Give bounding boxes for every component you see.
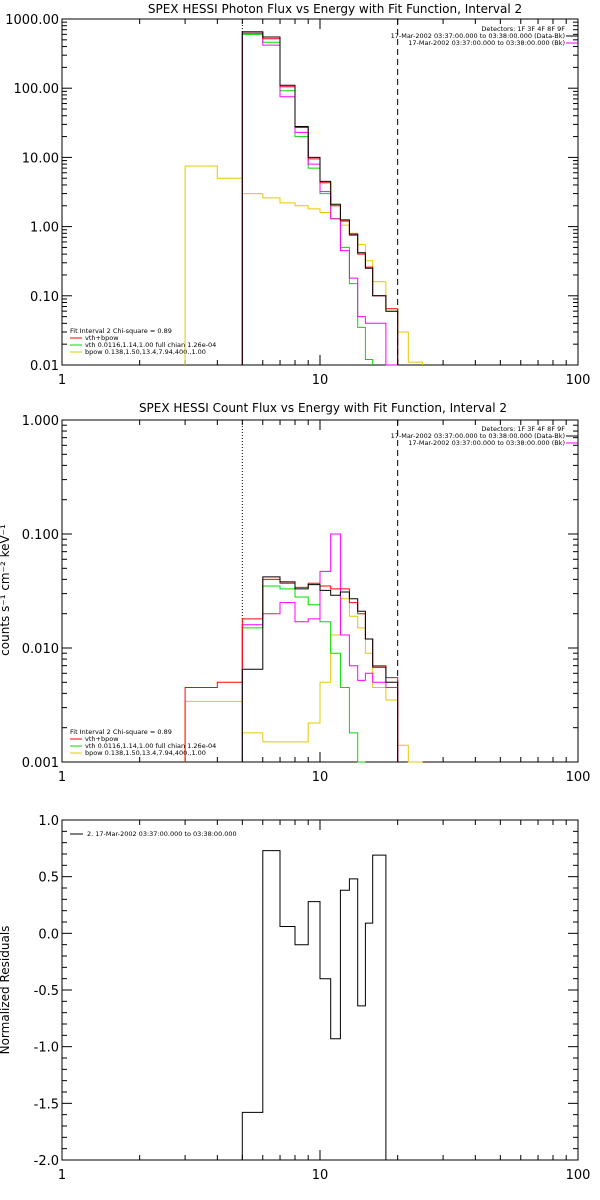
photon-legend-total: vth+bpow	[85, 334, 119, 342]
photon-y-tick-label: 0.10	[30, 290, 59, 305]
residuals-y-tick-label: 0.0	[38, 927, 59, 942]
photon-plot: 1 10 100 1000.00 100.00 10.00 1.00 0.10 0.01	[5, 13, 590, 388]
residuals-y-tick-label: -2.0	[34, 1154, 59, 1169]
photon-y-tick-label: 0.01	[30, 359, 59, 374]
count-y-tick-label: 0.001	[22, 756, 59, 771]
residuals-legend-label: 2. 17-Mar-2002 03:37:00.000 to 03:38:00.…	[87, 830, 237, 838]
residuals-x-tick-label: 10	[312, 1168, 329, 1183]
count-panel-title: SPEX HESSI Count Flux vs Energy with Fit…	[139, 401, 507, 415]
photon-y-tick-label: 10.00	[22, 151, 59, 166]
photon-legend-bk: 17-Mar-2002 03:37:00.000 to 03:38:00.000…	[408, 39, 565, 47]
residuals-y-tick-label: 0.5	[38, 871, 59, 886]
count-y-tick-label: 0.010	[22, 642, 59, 657]
photon-legend-detectors: Detectors: 1F 3F 4F 8F 9F	[481, 25, 565, 33]
count-y-tick-label: 0.100	[22, 528, 59, 543]
photon-y-tick-label: 1000.00	[5, 13, 59, 28]
count-x-tick-label: 1	[58, 770, 66, 785]
residuals-y-tick-label: -0.5	[34, 984, 59, 999]
residuals-y-tick-label: -1.0	[34, 1041, 59, 1056]
photon-x-tick-label: 100	[566, 373, 591, 388]
count-series-bk	[241, 533, 399, 762]
residuals-x-tick-label: 1	[58, 1168, 66, 1183]
photon-panel-title: SPEX HESSI Photon Flux vs Energy with Fi…	[148, 2, 522, 16]
photon-legend-bpow: bpow 0.138,1.50,13.4,7.94,400.,1.00	[85, 348, 206, 356]
residuals-x-tick-label: 100	[566, 1168, 591, 1183]
photon-legend-fitinfo: Fit Interval 2 Chi-square = 0.89	[70, 327, 172, 335]
photon-legend-databk: 17-Mar-2002 03:37:00.000 to 03:38:00.000…	[391, 32, 565, 40]
residuals-y-tick-label: -1.5	[34, 1097, 59, 1112]
count-x-tick-label: 10	[312, 770, 329, 785]
count-legend-detectors: Detectors: 1F 3F 4F 8F 9F	[481, 425, 565, 433]
photon-legend-vth: vth 0.0116,1.14,1.00 full chian 1.26e-04	[85, 341, 216, 349]
count-y-axis-label: counts s⁻¹ cm⁻² keV⁻¹	[0, 524, 12, 656]
residuals-y-tick-label: 1.0	[38, 814, 59, 829]
residuals-series-2-17-mar-2002-03-37-00-000-to-03-38-00-000	[241, 850, 398, 1161]
photon-series-vth	[241, 33, 374, 365]
count-y-tick-label: 1.000	[22, 414, 59, 429]
count-legend-bpow: bpow 0.138,1.50,13.4,7.94,400.,1.00	[85, 749, 206, 757]
count-legend-bk: 17-Mar-2002 03:37:00.000 to 03:38:00.000…	[408, 439, 565, 447]
count-x-tick-label: 100	[566, 770, 591, 785]
residuals-plot: 1 10 100 1.0 0.5 0.0 -0.5 -1.0 -1.5 -2.0	[34, 814, 591, 1183]
count-series-data-bk	[241, 576, 399, 762]
count-plot: 1 10 100 1.000 0.100 0.010 0.001	[22, 414, 591, 785]
count-legend-total: vth+bpow	[85, 735, 119, 743]
count-legend-vth: vth 0.0116,1.14,1.00 full chian 1.26e-04	[85, 742, 216, 750]
count-legend-databk: 17-Mar-2002 03:37:00.000 to 03:38:00.000…	[391, 432, 565, 440]
photon-y-tick-label: 1.00	[30, 221, 59, 236]
photon-y-tick-label: 100.00	[14, 82, 60, 97]
residuals-y-axis-label: Normalized Residuals	[0, 926, 12, 1055]
photon-x-tick-label: 1	[58, 373, 66, 388]
photon-x-tick-label: 10	[312, 373, 329, 388]
photon-series-data-bk	[241, 31, 399, 365]
count-legend-fitinfo: Fit Interval 2 Chi-square = 0.89	[70, 728, 172, 736]
